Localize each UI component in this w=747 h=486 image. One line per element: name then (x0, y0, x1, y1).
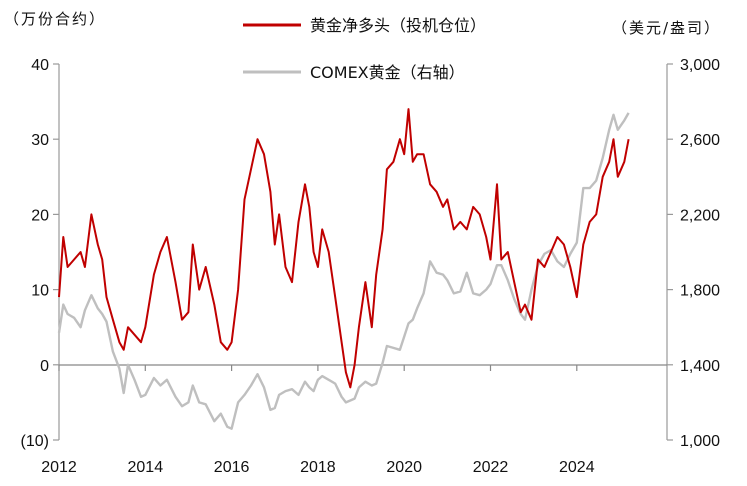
left-tick-label: 40 (31, 57, 49, 74)
series-comex-gold-line (57, 112, 630, 430)
left-tick-label: (10) (21, 433, 49, 450)
legend: 黄金净多头（投机仓位） COMEX黄金（右轴） (243, 16, 486, 82)
x-tick-label: 2012 (41, 459, 77, 476)
right-axis-ticks: 3,000 2,600 2,200 1,800 1,400 1,000 (667, 57, 720, 450)
legend-label-net-long: 黄金净多头（投机仓位） (310, 16, 486, 35)
left-tick-label: 10 (31, 283, 49, 300)
x-axis-ticks: 2012 2014 2016 2018 2020 2022 2024 (41, 365, 595, 476)
x-tick-label: 2024 (559, 459, 595, 476)
left-tick-label: 0 (40, 358, 49, 375)
right-tick-label: 1,400 (680, 358, 720, 375)
right-axis-unit: （美元/盎司） (612, 19, 721, 37)
right-tick-label: 3,000 (680, 57, 720, 74)
left-axis-ticks: 40 30 20 10 0 (10) (21, 57, 59, 450)
right-tick-label: 1,000 (680, 433, 720, 450)
left-axis-unit: （万份合约） (4, 10, 106, 28)
x-tick-label: 2022 (473, 459, 509, 476)
left-tick-label: 20 (31, 207, 49, 224)
x-tick-label: 2014 (128, 459, 164, 476)
right-tick-label: 2,600 (680, 132, 720, 149)
x-tick-label: 2016 (214, 459, 250, 476)
left-tick-label: 30 (31, 132, 49, 149)
right-tick-label: 2,200 (680, 207, 720, 224)
x-tick-label: 2020 (386, 459, 422, 476)
legend-label-comex: COMEX黄金（右轴） (310, 63, 465, 82)
series-net-long-line (58, 108, 630, 389)
x-tick-label: 2018 (300, 459, 336, 476)
right-tick-label: 1,800 (680, 283, 720, 300)
